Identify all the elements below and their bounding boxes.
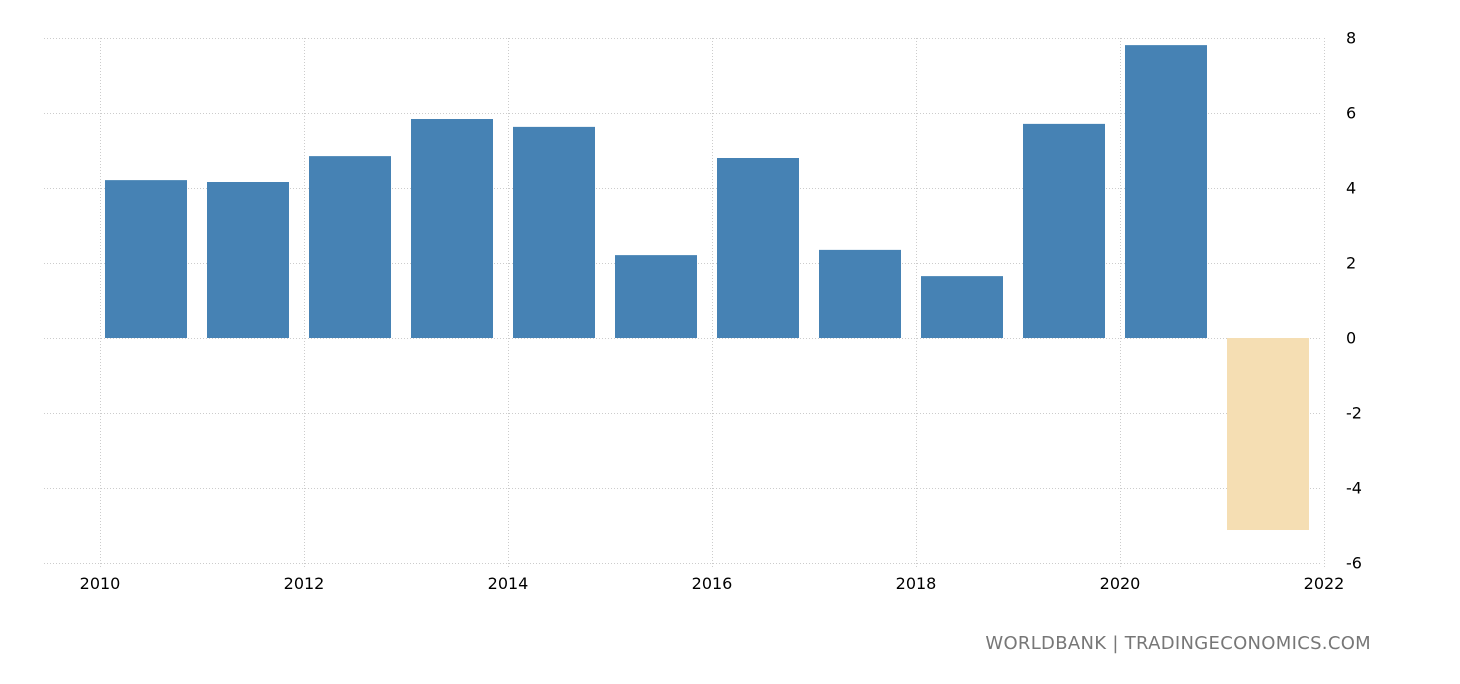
bar-2010[interactable] <box>105 180 187 338</box>
y-tick-label: 0 <box>1346 328 1357 348</box>
x-tick-label: 2010 <box>79 574 121 593</box>
bar-2013[interactable] <box>411 119 493 338</box>
y-tick-label: 2 <box>1346 253 1357 273</box>
y-tick-label: 8 <box>1346 28 1357 48</box>
bar-2019[interactable] <box>1023 123 1105 338</box>
y-tick-label: -6 <box>1346 553 1362 573</box>
y-tick-label: 6 <box>1346 103 1357 123</box>
x-tick-label: 2018 <box>895 574 937 593</box>
bar-2018[interactable] <box>921 276 1003 338</box>
x-tick-label: 2012 <box>283 574 325 593</box>
x-tick-label: 2014 <box>487 574 529 593</box>
bar-2016[interactable] <box>717 158 799 338</box>
x-tick-label: 2016 <box>691 574 733 593</box>
bar-2014[interactable] <box>513 126 595 338</box>
bar-2012[interactable] <box>309 156 391 338</box>
bar-2020[interactable] <box>1125 45 1207 338</box>
bar-2021[interactable] <box>1227 338 1309 530</box>
x-tick-label: 2022 <box>1303 574 1345 593</box>
bar-2011[interactable] <box>207 182 289 338</box>
bar-2015[interactable] <box>615 255 697 338</box>
y-tick-label: -4 <box>1346 478 1362 498</box>
source-credit: WORLDBANK | TRADINGECONOMICS.COM <box>985 633 1371 654</box>
y-tick-label: 4 <box>1346 178 1357 198</box>
bar-2017[interactable] <box>819 249 901 338</box>
x-tick-label: 2020 <box>1099 574 1141 593</box>
y-tick-label: -2 <box>1346 403 1362 423</box>
